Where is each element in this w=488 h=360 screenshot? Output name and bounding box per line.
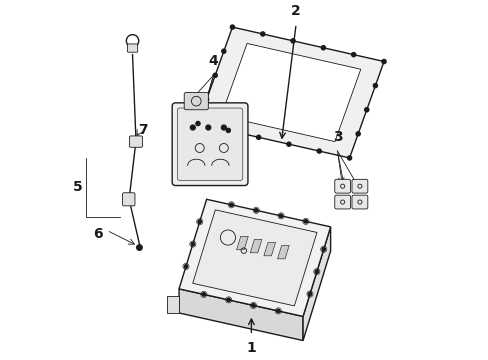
Circle shape	[191, 242, 194, 246]
FancyBboxPatch shape	[351, 179, 367, 193]
Circle shape	[137, 245, 142, 250]
Circle shape	[184, 265, 187, 268]
Circle shape	[251, 304, 255, 307]
Polygon shape	[198, 27, 383, 158]
Circle shape	[321, 248, 325, 251]
Polygon shape	[303, 227, 330, 341]
Circle shape	[198, 220, 201, 224]
FancyBboxPatch shape	[351, 195, 367, 209]
Circle shape	[230, 25, 234, 29]
Text: 6: 6	[93, 227, 102, 241]
Circle shape	[279, 214, 282, 217]
Circle shape	[213, 73, 217, 77]
Circle shape	[317, 149, 321, 153]
Polygon shape	[221, 44, 360, 141]
Circle shape	[204, 97, 208, 102]
Circle shape	[276, 309, 280, 312]
Circle shape	[321, 46, 325, 50]
Circle shape	[260, 32, 264, 36]
FancyBboxPatch shape	[127, 44, 138, 52]
Circle shape	[304, 220, 307, 223]
Text: 4: 4	[208, 54, 218, 68]
Circle shape	[355, 132, 360, 136]
Polygon shape	[192, 210, 316, 306]
Circle shape	[286, 142, 290, 146]
Circle shape	[205, 125, 210, 130]
Polygon shape	[264, 242, 275, 256]
Text: 7: 7	[138, 123, 147, 138]
FancyBboxPatch shape	[129, 136, 142, 147]
Circle shape	[314, 270, 318, 273]
Polygon shape	[250, 239, 262, 253]
Polygon shape	[277, 246, 288, 259]
Circle shape	[290, 39, 295, 43]
Circle shape	[226, 129, 230, 132]
Circle shape	[307, 292, 311, 296]
Circle shape	[347, 156, 351, 160]
Circle shape	[372, 84, 377, 88]
Text: 3: 3	[332, 130, 342, 144]
FancyBboxPatch shape	[184, 93, 208, 110]
FancyBboxPatch shape	[122, 193, 135, 206]
FancyBboxPatch shape	[177, 108, 242, 180]
Circle shape	[202, 293, 205, 296]
Text: 5: 5	[73, 180, 82, 194]
Circle shape	[222, 49, 225, 53]
Circle shape	[381, 59, 386, 64]
Circle shape	[256, 135, 260, 139]
Polygon shape	[167, 296, 179, 313]
Circle shape	[221, 125, 226, 130]
Text: 2: 2	[291, 4, 301, 18]
Circle shape	[351, 53, 355, 57]
Circle shape	[190, 125, 195, 130]
Circle shape	[229, 203, 233, 207]
Polygon shape	[179, 199, 330, 316]
Circle shape	[254, 208, 257, 212]
Circle shape	[196, 121, 200, 126]
Polygon shape	[236, 236, 248, 250]
FancyBboxPatch shape	[172, 103, 247, 185]
Circle shape	[364, 108, 368, 112]
FancyBboxPatch shape	[334, 195, 350, 209]
Circle shape	[226, 298, 230, 302]
Polygon shape	[179, 289, 303, 341]
Text: 1: 1	[246, 341, 256, 355]
FancyBboxPatch shape	[334, 179, 350, 193]
